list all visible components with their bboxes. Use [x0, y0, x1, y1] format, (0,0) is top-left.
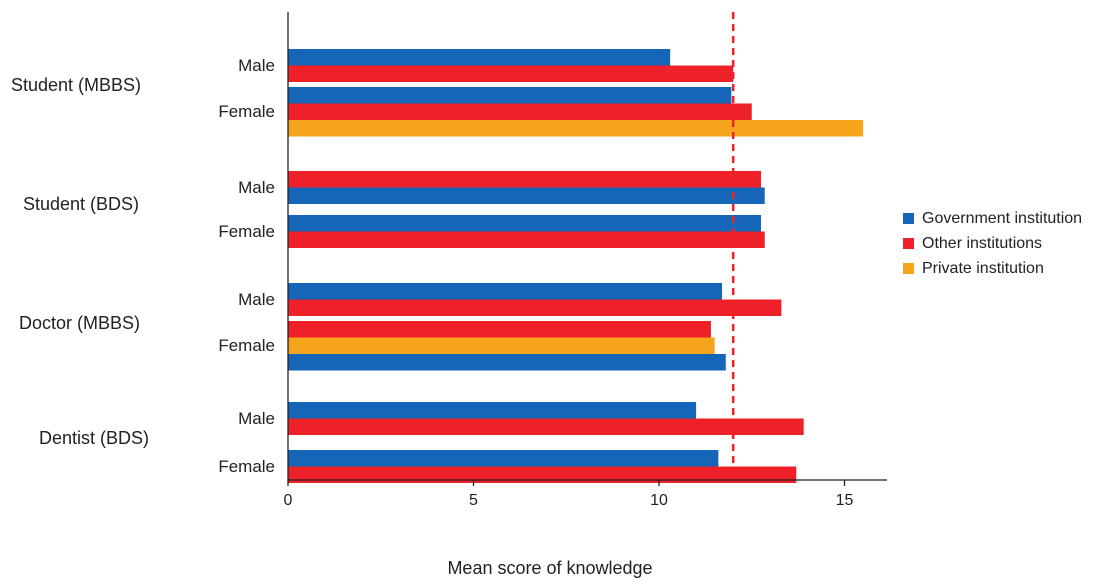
subgroup-label-1-1: Female — [218, 221, 275, 241]
subgroup-label-0-1: Female — [218, 101, 275, 121]
subgroup-label-3-1: Female — [218, 456, 275, 476]
legend-label-government: Government institution — [922, 209, 1083, 227]
bar-0-0-other — [288, 65, 734, 82]
group-label-3: Dentist (BDS) — [39, 428, 150, 448]
bar-2-1-other — [288, 321, 711, 338]
bar-3-1-government — [288, 450, 719, 467]
bar-1-1-other — [288, 231, 765, 248]
bar-1-0-government — [288, 187, 765, 204]
bar-0-1-private — [288, 120, 864, 137]
bar-3-1-other — [288, 466, 797, 483]
bar-1-0-other — [288, 171, 762, 188]
bar-2-1-government — [288, 354, 726, 371]
subgroup-label-2-1: Female — [218, 335, 275, 355]
legend-swatch-government — [903, 213, 914, 224]
subgroup-label-0-0: Male — [238, 55, 275, 75]
bar-0-0-government — [288, 49, 671, 66]
x-ticks-layer — [287, 480, 846, 486]
legend-item-government: Government institution — [903, 206, 1082, 231]
bar-3-0-other — [288, 418, 804, 435]
group-label-2: Doctor (MBBS) — [19, 313, 141, 333]
x-tick-label-3: 15 — [835, 492, 854, 509]
x-tick-label-2: 10 — [650, 492, 668, 509]
bar-3-0-government — [288, 402, 697, 419]
subgroup-label-1-0: Male — [238, 177, 275, 197]
x-tick-label-0: 0 — [283, 492, 293, 509]
legend-label-private: Private institution — [922, 259, 1044, 277]
bar-1-1-government — [288, 215, 762, 232]
x-axis-title: Mean score of knowledge — [447, 558, 653, 578]
x-tick-label-1: 5 — [469, 492, 478, 509]
legend-item-other: Other institutions — [903, 231, 1082, 256]
group-label-0: Student (MBBS) — [11, 75, 142, 95]
legend-item-private: Private institution — [903, 256, 1082, 281]
bar-2-0-government — [288, 283, 723, 300]
subgroup-label-3-0: Male — [238, 408, 275, 428]
bar-0-1-other — [288, 103, 752, 120]
legend: Government institution Other institution… — [903, 206, 1082, 281]
legend-swatch-private — [903, 263, 914, 274]
bar-2-0-other — [288, 299, 782, 316]
bar-0-1-government — [288, 87, 732, 104]
legend-label-other: Other institutions — [922, 234, 1043, 252]
bars-layer — [288, 49, 864, 483]
group-label-1: Student (BDS) — [23, 194, 140, 214]
bar-2-1-private — [288, 337, 715, 354]
legend-swatch-other — [903, 238, 914, 249]
subgroup-label-2-0: Male — [238, 289, 275, 309]
